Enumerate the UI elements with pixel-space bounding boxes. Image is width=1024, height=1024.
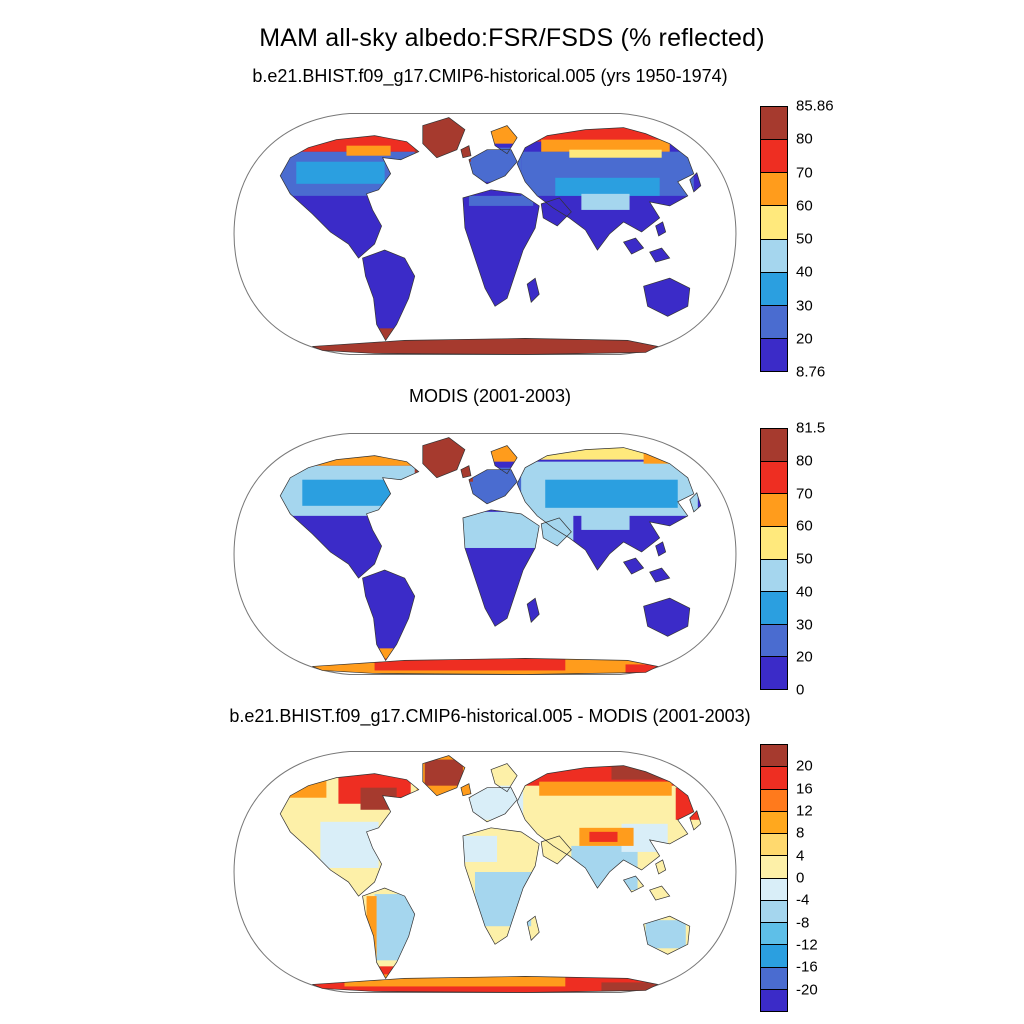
colorbar-segment (761, 834, 787, 857)
colorbar-segment (761, 945, 787, 968)
colorbar-tick-label: 80 (796, 130, 813, 148)
colorbar-tick-label: 20 (796, 330, 813, 348)
panel-3-colorbar-labels: 20 16 12 8 4 0 -4 -8 -12 -16 -20 (796, 744, 866, 1012)
colorbar-tick-label: 81.5 (796, 419, 826, 437)
panel-2-colorbar (760, 428, 788, 690)
colorbar-segment (761, 173, 787, 207)
albedo-patch (374, 658, 566, 671)
colorbar-tick-label: 12 (796, 802, 813, 820)
albedo-patch (302, 479, 395, 506)
colorbar-tick-label: 40 (796, 263, 813, 281)
albedo-patch (589, 831, 618, 842)
albedo-patch (296, 161, 385, 184)
albedo-patch (541, 139, 670, 152)
colorbar-segment (761, 856, 787, 879)
colorbar-tick-label: -4 (796, 891, 810, 909)
colorbar-segment (761, 140, 787, 174)
colorbar-segment (761, 989, 787, 1011)
colorbar-segment (761, 811, 787, 834)
colorbar-tick-label: 70 (796, 164, 813, 181)
colorbar-segment (761, 559, 787, 593)
colorbar-tick-label: 60 (796, 517, 813, 535)
colorbar-tick-label: 0 (796, 869, 805, 887)
colorbar-tick-label: 16 (796, 780, 813, 798)
colorbar-segment (761, 107, 787, 141)
albedo-patch (539, 781, 672, 796)
colorbar-tick-label: -12 (796, 936, 818, 954)
colorbar-segment (761, 429, 787, 462)
albedo-patch (366, 896, 377, 961)
albedo-patch (645, 920, 686, 949)
albedo-patch (601, 982, 676, 993)
colorbar-segment (761, 305, 787, 339)
colorbar-tick-label: -8 (796, 914, 810, 932)
panel-3-title: b.e21.BHIST.f09_g17.CMIP6-historical.005… (229, 706, 751, 726)
colorbar-segment (761, 272, 787, 306)
panel-2-colorbar-labels: 81.5 80 70 60 50 40 30 20 0 (796, 420, 866, 699)
albedo-patch (320, 821, 379, 868)
map-svg (233, 751, 737, 993)
panel-2-title: MODIS (2001-2003) (408, 386, 572, 406)
albedo-patch (468, 195, 534, 206)
colorbar-tick-label: 50 (796, 550, 813, 568)
map-svg (233, 113, 737, 355)
albedo-patch (581, 511, 630, 530)
panel-1-colorbar-labels: 85.86 80 70 60 50 40 30 20 8.76 (796, 98, 866, 381)
colorbar-tick-label: 30 (796, 616, 813, 633)
colorbar-segment (761, 745, 787, 768)
colorbar-segment (761, 624, 787, 658)
albedo-patch (555, 177, 660, 196)
colorbar-tick-label: 85.86 (796, 97, 834, 115)
colorbar-tick-label: 60 (796, 197, 813, 215)
colorbar-segment (761, 206, 787, 240)
colorbar-tick-label: 8.76 (796, 363, 826, 381)
map-svg (233, 433, 737, 675)
colorbar-tick-label: -16 (796, 958, 818, 976)
panel-2-world-map (224, 416, 746, 692)
albedo-patch (462, 835, 498, 862)
colorbar-segment (761, 239, 787, 273)
colorbar-segment (761, 657, 787, 689)
colorbar-tick-label: 70 (796, 485, 813, 502)
figure-title: MAM all-sky albedo:FSR/FSDS (% reflected… (259, 24, 765, 52)
coastlines (279, 437, 702, 675)
colorbar-tick-label: 30 (796, 297, 813, 314)
panel-3-colorbar (760, 744, 788, 1012)
colorbar-tick-label: 4 (796, 847, 805, 865)
albedo-patch (460, 511, 574, 548)
coastlines (279, 117, 702, 355)
coastlines (279, 755, 702, 993)
panel-3-world-map (224, 732, 746, 1012)
colorbar-segment (761, 923, 787, 946)
colorbar-segment (761, 878, 787, 901)
colorbar-tick-label: 40 (796, 583, 813, 601)
albedo-patch (581, 193, 630, 210)
colorbar-segment (761, 526, 787, 560)
panel-1-world-map (224, 96, 746, 372)
colorbar-tick-label: 50 (796, 230, 813, 248)
colorbar-segment (761, 461, 787, 495)
colorbar-tick-label: 8 (796, 824, 805, 842)
albedo-patch (569, 149, 662, 158)
panel-1-colorbar (760, 106, 788, 372)
albedo-patch (346, 145, 391, 156)
albedo-patch (424, 759, 463, 786)
colorbar-segment (761, 767, 787, 790)
panel-1-title: b.e21.BHIST.f09_g17.CMIP6-historical.005… (252, 66, 728, 86)
colorbar-segment (761, 900, 787, 923)
colorbar-segment (761, 789, 787, 812)
colorbar-segment (761, 967, 787, 990)
colorbar-tick-label: 80 (796, 452, 813, 470)
colorbar-tick-label: 20 (796, 757, 813, 775)
colorbar-tick-label: -20 (796, 981, 818, 999)
colorbar-segment (761, 494, 787, 527)
colorbar-segment (761, 592, 787, 625)
albedo-patch (545, 479, 678, 508)
colorbar-tick-label: 0 (796, 681, 805, 699)
colorbar-segment (761, 338, 787, 371)
colorbar-tick-label: 20 (796, 648, 813, 666)
